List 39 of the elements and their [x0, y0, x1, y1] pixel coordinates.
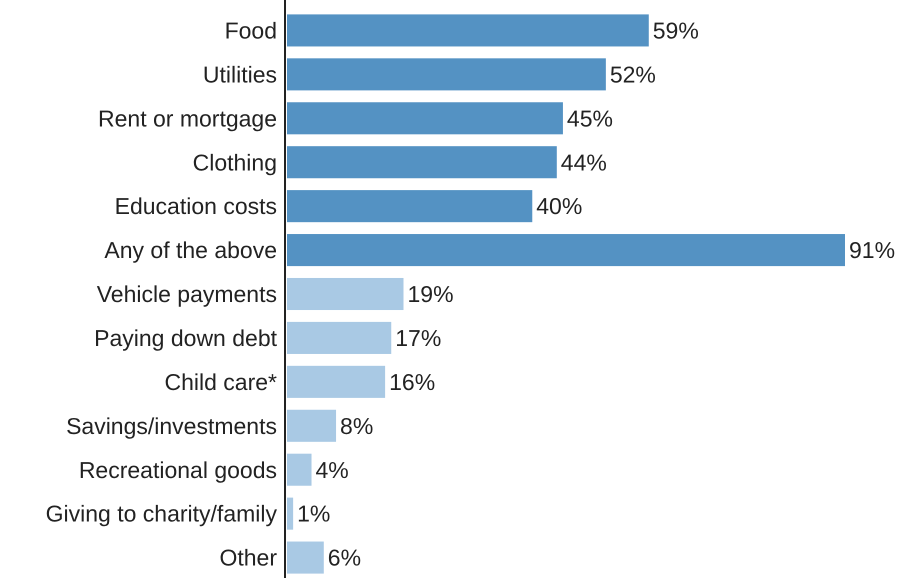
data-label: 45%	[566, 105, 613, 132]
y-tick-label: Giving to charity/family	[46, 500, 278, 527]
y-tick-label: Other	[219, 544, 278, 571]
bar	[287, 234, 845, 266]
bar	[287, 190, 532, 222]
data-label: 91%	[849, 237, 896, 264]
y-tick-label: Food	[224, 17, 277, 44]
bar	[287, 542, 324, 574]
y-tick-label: Vehicle payments	[96, 281, 277, 308]
bar	[287, 14, 649, 46]
y-tick-label: Paying down debt	[94, 324, 278, 351]
data-label: 1%	[297, 500, 330, 527]
bar	[287, 58, 606, 90]
data-label: 4%	[316, 456, 349, 483]
data-label: 59%	[652, 17, 699, 44]
data-label: 8%	[340, 412, 374, 439]
data-label: 44%	[560, 149, 607, 176]
data-label: 52%	[610, 61, 656, 88]
y-tick-label: Child care*	[164, 368, 278, 395]
bar	[287, 410, 336, 442]
y-tick-label: Rent or mortgage	[98, 105, 277, 132]
bar	[287, 454, 312, 486]
bar	[287, 146, 557, 178]
y-tick-label: Utilities	[202, 61, 277, 88]
bar	[287, 322, 392, 354]
data-label: 17%	[395, 324, 442, 351]
y-tick-label: Recreational goods	[78, 456, 277, 483]
bar	[287, 278, 404, 310]
data-label: 16%	[389, 368, 436, 395]
data-label: 40%	[536, 193, 582, 220]
y-tick-label: Any of the above	[104, 237, 277, 264]
y-tick-label: Savings/investments	[66, 412, 277, 439]
data-label: 19%	[408, 281, 454, 308]
y-tick-label: Clothing	[192, 149, 277, 176]
bar	[287, 102, 563, 134]
bar	[287, 366, 386, 398]
y-tick-label: Education costs	[114, 193, 277, 220]
bar	[287, 498, 294, 530]
data-label: 6%	[328, 544, 362, 571]
